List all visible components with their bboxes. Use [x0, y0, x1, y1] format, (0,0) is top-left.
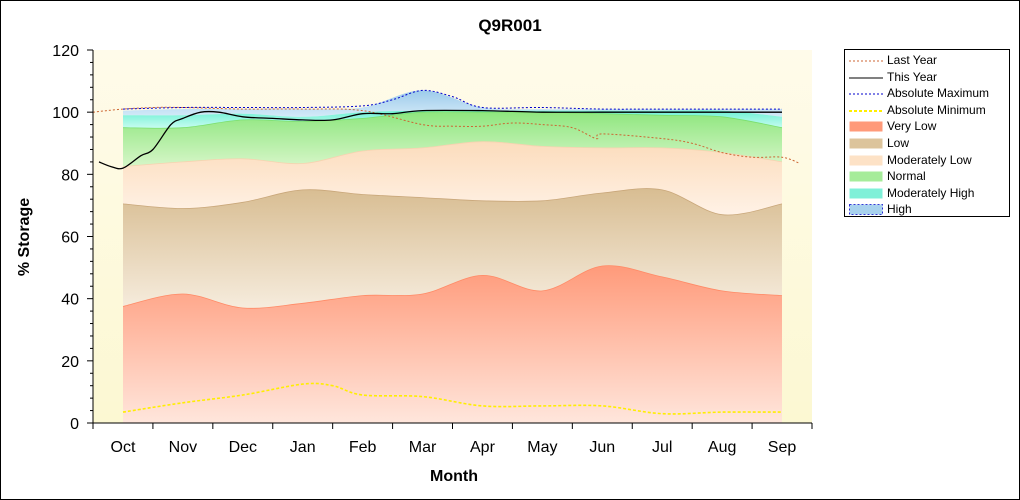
legend-label: Absolute Minimum: [887, 102, 986, 117]
legend-item-absolute-maximum: Absolute Maximum: [845, 86, 1009, 102]
legend-swatch: [849, 155, 883, 166]
legend-swatch: [849, 171, 883, 182]
band-very-low: [123, 265, 782, 423]
legend-label: Normal: [887, 169, 926, 184]
legend-swatch: [849, 138, 883, 149]
series-line-this-year: [98, 109, 782, 170]
band-boundary-line: [122, 111, 783, 129]
legend-label: Last Year: [887, 53, 938, 67]
chart-legend: Last Year This Year Absolute Maximum Absolu…: [844, 49, 1010, 217]
series-line-last-year: [92, 106, 801, 164]
x-tick-label: Jun: [589, 439, 615, 456]
legend-label: High: [887, 202, 912, 217]
legend-label: Absolute Maximum: [887, 86, 990, 101]
legend-label: Moderately High: [887, 185, 975, 200]
band-boundary-line: [122, 141, 783, 167]
legend-item-this-year: This Year: [845, 70, 1009, 86]
legend-swatch: [849, 109, 883, 112]
y-tick-label: 100: [52, 105, 79, 122]
y-axis-ticks: 0 20 40 60 80 100 120: [52, 43, 93, 433]
legend-swatch: [849, 188, 883, 199]
x-tick-label: Feb: [349, 439, 377, 456]
x-tick-label: Jan: [290, 439, 316, 456]
legend-swatch: [849, 204, 883, 216]
legend-item-absolute-minimum: Absolute Minimum: [845, 103, 1009, 119]
x-tick-label: Nov: [169, 439, 197, 456]
band-boundary-line: [122, 188, 783, 216]
y-tick-label: 40: [61, 292, 79, 309]
legend-label: Moderately Low: [887, 152, 972, 167]
legend-item-high: High: [845, 202, 1009, 218]
y-tick-label: 0: [70, 416, 79, 433]
legend-label: This Year: [887, 69, 938, 84]
legend-label: Low: [887, 136, 910, 150]
legend-item-very-low: Very Low: [845, 119, 1009, 135]
legend-item-moderately-high: Moderately High: [845, 186, 1009, 202]
series-line-absolute-maximum: [122, 89, 782, 110]
y-tick-label: 60: [61, 230, 79, 247]
legend-label: Very Low: [887, 119, 937, 134]
y-tick-label: 20: [61, 354, 79, 371]
legend-item-moderately-low: Moderately Low: [845, 153, 1009, 169]
x-tick-label: Sep: [768, 439, 797, 456]
legend-item-normal: Normal: [845, 169, 1009, 185]
x-tick-label: May: [527, 439, 557, 456]
band-boundary-line: [122, 265, 783, 309]
band-normal: [123, 111, 782, 167]
x-tick-label: Jul: [652, 439, 672, 456]
band-moderately-low: [123, 141, 782, 216]
x-tick-label: Dec: [229, 439, 257, 456]
x-tick-label: Mar: [409, 439, 437, 456]
chart-title: Q9R001: [478, 16, 541, 35]
x-tick-label: Oct: [111, 439, 136, 456]
legend-swatch: [849, 77, 883, 79]
band-layer: [122, 90, 783, 423]
legend-item-last-year: Last Year: [845, 53, 1009, 69]
y-tick-label: 80: [61, 167, 79, 184]
legend-item-low: Low: [845, 136, 1009, 152]
series-line-absolute-minimum: [122, 382, 783, 415]
legend-swatch: [849, 93, 883, 95]
band-high: [123, 90, 782, 117]
y-tick-label: 120: [52, 43, 79, 60]
series-layer: [92, 89, 801, 415]
legend-swatch: [849, 121, 883, 132]
x-tick-label: Apr: [470, 439, 496, 456]
legend-swatch: [849, 60, 883, 62]
band-low: [123, 188, 782, 309]
x-tick-label: Aug: [708, 439, 736, 456]
x-axis-title: Month: [430, 468, 478, 485]
y-axis-title: % Storage: [16, 198, 33, 276]
x-axis-ticks: Oct Nov Dec Jan Feb Mar Apr May Jun Jul Aug Sep: [92, 423, 813, 456]
